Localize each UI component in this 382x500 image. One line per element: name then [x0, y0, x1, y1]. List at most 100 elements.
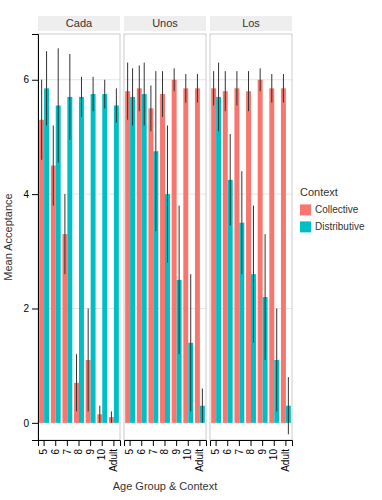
x-tick: 9 [85, 440, 96, 455]
x-tick-label: 9 [85, 449, 96, 455]
bar [130, 97, 135, 423]
error-bar [111, 411, 112, 422]
x-tick-label: 7 [148, 449, 159, 455]
x-tick-label: 5 [124, 449, 135, 455]
chart: Cada02465678910AdultMean AcceptanceAge G… [0, 0, 382, 500]
bar [223, 91, 228, 423]
bar [172, 80, 177, 423]
error-bar [283, 74, 284, 103]
error-bar [139, 65, 140, 111]
grid [124, 80, 206, 423]
bar [67, 97, 72, 423]
bar [281, 88, 286, 423]
x-tick: 5 [124, 440, 135, 455]
y-tick-mark [32, 423, 38, 424]
legend-label: Collective [315, 204, 359, 215]
error-bar [99, 406, 100, 423]
marks [125, 63, 205, 423]
error-bar [236, 71, 237, 105]
x-tick-label: 8 [159, 449, 170, 455]
x-tick-label: 10 [182, 449, 193, 461]
y-tick-label: 2 [23, 303, 29, 314]
error-bar [144, 63, 145, 126]
x-tick-label: 8 [73, 449, 84, 455]
bar [137, 88, 142, 423]
y-tick-label: 0 [23, 418, 29, 429]
bar [195, 88, 200, 423]
grid [38, 80, 120, 423]
error-bar [276, 308, 277, 411]
bar [211, 88, 216, 423]
bar [216, 97, 221, 423]
bar [114, 105, 119, 422]
x-tick-label: 5 [210, 449, 221, 455]
error-bar [260, 68, 261, 91]
error-bar [69, 54, 70, 140]
bar [91, 94, 96, 423]
panel-title-strip [124, 16, 206, 31]
x-tick: Adult [280, 440, 291, 472]
x-tick: 6 [136, 440, 147, 455]
y-tick-mark [32, 80, 38, 81]
error-bar [167, 125, 168, 262]
y-tick: 0 [23, 418, 38, 429]
panel: Unos5678910Adult [124, 16, 207, 472]
error-bar [150, 85, 151, 131]
y-tick-mark [32, 308, 38, 309]
error-bar [76, 354, 77, 411]
x-tick-label: 8 [245, 449, 256, 455]
series [44, 48, 119, 423]
x-axis-line [39, 441, 121, 447]
y-tick: 4 [23, 189, 38, 200]
error-bar [241, 171, 242, 274]
x-axis: 5678910Adult [124, 440, 206, 472]
plot-frame [38, 34, 120, 440]
x-tick-label: Adult [194, 449, 205, 472]
bar [148, 108, 153, 423]
grid-line [38, 79, 120, 80]
x-tick-label: 6 [136, 449, 147, 455]
plot-frame [124, 34, 206, 440]
y-tick-label: 6 [23, 74, 29, 85]
x-tick-mark [67, 440, 68, 446]
bar [269, 88, 274, 423]
error-bar [155, 71, 156, 231]
x-tick-label: 7 [62, 449, 73, 455]
x-tick: 7 [148, 440, 159, 455]
x-tick: 8 [245, 440, 256, 455]
plot-frame [210, 34, 292, 440]
x-tick-mark [251, 440, 252, 446]
bar [234, 88, 239, 423]
x-tick: 10 [268, 440, 279, 460]
x-axis-line [211, 441, 293, 447]
x-tick-mark [285, 440, 286, 446]
series [130, 63, 205, 423]
bar [125, 91, 130, 423]
bar [258, 80, 263, 423]
x-tick: 6 [222, 440, 233, 455]
error-bar [41, 80, 42, 160]
error-bar [162, 71, 163, 117]
panel-title: Los [242, 17, 260, 29]
x-tick-mark [188, 440, 189, 446]
legend: ContextCollectiveDistributive [300, 186, 365, 232]
x-axis-title: Age Group & Context [113, 480, 218, 492]
legend-entry: Collective [300, 204, 359, 215]
series [125, 63, 200, 423]
x-tick-label: Adult [280, 449, 291, 472]
error-bar [53, 125, 54, 205]
panel-title-strip [38, 16, 120, 31]
error-bar [288, 377, 289, 434]
x-tick: Adult [108, 440, 119, 472]
error-bar [174, 68, 175, 91]
x-tick: 5 [38, 440, 49, 455]
bar [79, 97, 84, 423]
x-tick-mark [102, 440, 103, 446]
x-tick-label: 6 [50, 449, 61, 455]
legend-label: Distributive [315, 221, 365, 232]
x-tick-mark [79, 440, 80, 446]
error-bar [213, 71, 214, 105]
x-tick: 7 [234, 440, 245, 455]
error-bar [81, 77, 82, 117]
error-bar [127, 63, 128, 120]
